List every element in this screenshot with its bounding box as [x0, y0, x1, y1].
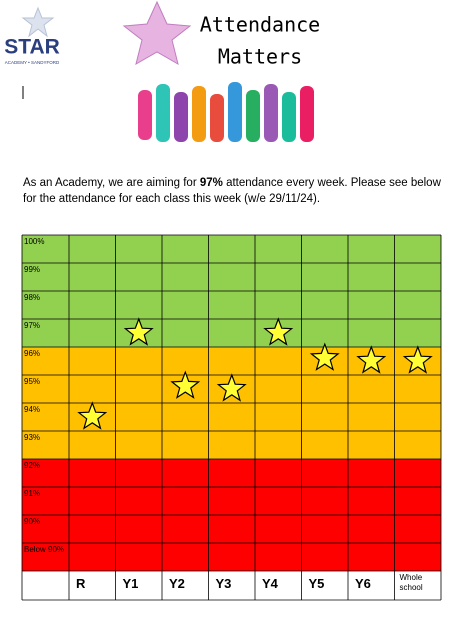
row-label-box: 100% [24, 237, 45, 246]
row-label-box: 92% [24, 461, 41, 470]
row-label: 96% [24, 349, 41, 358]
category-label-box: R [76, 576, 86, 591]
intro-before: As an Academy, we are aiming for [23, 177, 200, 189]
intro-after: attendance every week. Please see below … [23, 177, 441, 205]
hands-illustration [138, 82, 314, 142]
category-label-box: Y3 [215, 576, 232, 591]
category-label: Y4 [262, 576, 278, 591]
attendance-star [402, 345, 433, 374]
row-label-box: 98% [24, 293, 41, 302]
row-label: 95% [24, 377, 41, 386]
category-label: Y2 [169, 576, 185, 591]
row-label: 94% [24, 405, 41, 414]
logo-name: STAR [4, 36, 60, 59]
category-label: Y3 [215, 576, 232, 591]
category-label: Y5 [308, 576, 325, 591]
intro-text: As an Academy, we are aiming for 97% att… [23, 175, 443, 207]
row-label: Below 90% [24, 545, 65, 554]
attendance-star [123, 317, 154, 346]
category-label-box: Y1 [122, 576, 139, 591]
attendance-star [263, 317, 294, 346]
row-label: 91% [24, 489, 41, 498]
row-label: 90% [24, 517, 41, 526]
row-label: 97% [24, 321, 41, 330]
category-label: Y6 [355, 576, 371, 591]
header-title: Attendance [200, 13, 320, 37]
header-title: Matters [218, 45, 302, 69]
row-label-box: 96% [24, 349, 41, 358]
attendance-grid: 100% 99% 98% 97% 96% 95% 94% 93% 92% 91% 90% Below … [21, 234, 442, 601]
logo-tagline: ACADEMY • SANDYFORD [5, 60, 60, 65]
row-label-box: 90% [24, 517, 41, 526]
row-label: 100% [24, 237, 45, 246]
category-label: Whole school [399, 573, 423, 592]
category-label-box: Y6 [355, 576, 371, 591]
attendance-star [170, 370, 201, 399]
row-label-box: 91% [24, 489, 41, 498]
row-label-box: 94% [24, 405, 41, 414]
category-label-box: Whole school [399, 573, 423, 592]
row-label-box: 93% [24, 433, 41, 442]
row-label-box: 95% [24, 377, 41, 386]
row-label-box: 97% [24, 321, 41, 330]
attendance-star [77, 401, 108, 430]
row-label: 99% [24, 265, 41, 274]
row-label: 92% [24, 461, 41, 470]
intro-target: 97% [199, 177, 223, 189]
attendance-star [216, 373, 247, 402]
row-label-box: 99% [24, 265, 41, 274]
category-label: Y1 [122, 576, 139, 591]
header-star [122, 0, 192, 66]
attendance-star [356, 345, 387, 374]
category-label-box: Y2 [169, 576, 185, 591]
category-label-box: Y4 [262, 576, 278, 591]
category-label: R [76, 576, 86, 591]
row-label: 93% [24, 433, 41, 442]
row-label-box: Below 90% [24, 545, 65, 554]
attendance-star [309, 342, 340, 371]
row-label: 98% [24, 293, 41, 302]
category-label-box: Y5 [308, 576, 325, 591]
logo: STAR ACADEMY • SANDYFORD [4, 6, 60, 65]
